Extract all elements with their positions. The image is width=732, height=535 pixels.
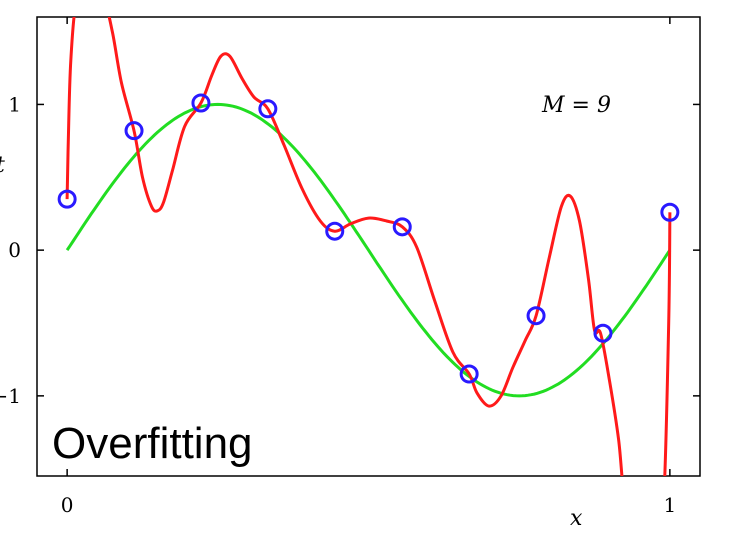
- model-order-annotation: M = 9: [541, 93, 611, 118]
- y-axis-label: t: [0, 153, 5, 178]
- x-tick-label: 0: [61, 493, 74, 517]
- overfitting-label: Overfitting: [52, 419, 253, 468]
- data-point: [392, 217, 412, 237]
- true-curve-line: [65, 102, 672, 398]
- data-point: [57, 189, 77, 209]
- y-tick-label: −1: [0, 384, 21, 408]
- x-axis-label: x: [570, 506, 583, 531]
- data-point: [526, 306, 546, 326]
- y-tick-label: 0: [8, 238, 21, 262]
- data-point: [593, 323, 613, 343]
- data-point: [459, 364, 479, 384]
- data-point: [325, 221, 345, 241]
- data-point: [258, 99, 278, 119]
- axis-labels: t x M = 9: [0, 93, 611, 531]
- data-points: [57, 93, 680, 384]
- x-tick-label: 1: [663, 493, 676, 517]
- curves: [65, 17, 672, 476]
- fit-curve-line: [65, 17, 672, 476]
- axis-ticks: 0 1 −1 0 1: [0, 17, 700, 517]
- data-point: [191, 93, 211, 113]
- data-point: [124, 121, 144, 141]
- data-point: [660, 202, 680, 222]
- y-tick-label: 1: [8, 92, 21, 116]
- plot-frame: [36, 16, 701, 477]
- plot-area: [36, 16, 701, 477]
